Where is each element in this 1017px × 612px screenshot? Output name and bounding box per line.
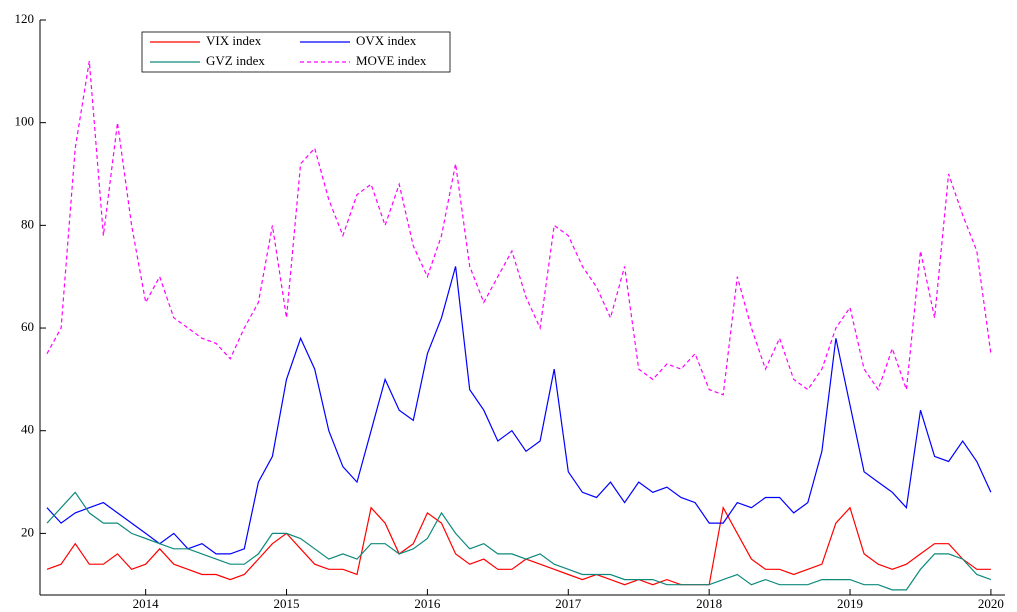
y-tick-label: 60	[21, 319, 34, 334]
x-tick-label: 2014	[133, 596, 160, 611]
x-tick-label: 2019	[837, 596, 863, 611]
x-tick-label: 2015	[274, 596, 300, 611]
x-tick-label: 2016	[414, 596, 441, 611]
legend-label: OVX index	[356, 33, 417, 48]
series-line	[46, 61, 992, 396]
legend-box	[141, 31, 451, 73]
series-line	[46, 266, 992, 555]
y-tick-label: 100	[15, 114, 35, 129]
y-tick-label: 20	[21, 524, 34, 539]
x-tick-label: 2018	[696, 596, 722, 611]
series-line	[46, 491, 992, 591]
y-tick-label: 120	[15, 11, 35, 26]
legend-label: MOVE index	[356, 53, 427, 68]
legend-label: VIX index	[206, 33, 262, 48]
x-tick-label: 2017	[555, 596, 582, 611]
x-tick-label: 2020	[978, 596, 1004, 611]
y-tick-label: 40	[21, 422, 34, 437]
y-tick-label: 80	[21, 216, 34, 231]
legend-label: GVZ index	[206, 53, 265, 68]
series-line	[46, 505, 991, 586]
